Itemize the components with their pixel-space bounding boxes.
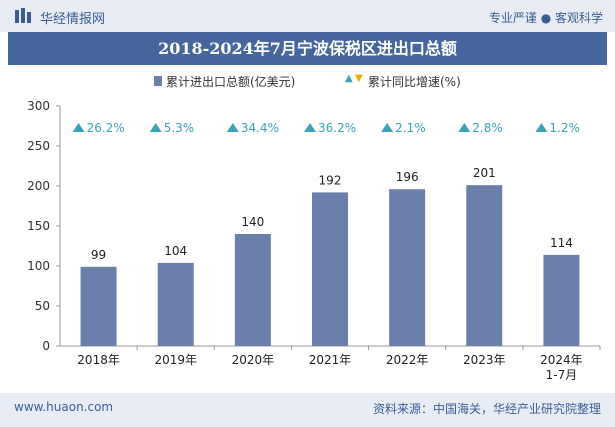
y-tick-label: 250 — [27, 139, 50, 153]
legend-bar-swatch — [154, 76, 162, 86]
growth-label: 2.1% — [395, 121, 426, 135]
x-tick-label: 1-7月 — [546, 368, 578, 382]
y-tick-label: 200 — [27, 179, 50, 193]
legend: 累计进出口总额(亿美元) ▲ ▼ 累计同比增速(%) — [0, 71, 615, 91]
bar-value-label: 140 — [241, 215, 264, 229]
y-tick-label: 0 — [42, 339, 50, 353]
growth-label: 2.8% — [472, 121, 503, 135]
bar-value-label: 114 — [550, 236, 573, 250]
bar-value-label: 196 — [396, 170, 419, 184]
x-tick-label: 2019年 — [154, 353, 197, 367]
x-tick-label: 2024年 — [540, 353, 583, 367]
bar-value-label: 201 — [473, 166, 496, 180]
footer-bar: www.huaon.com 资料来源：中国海关，华经产业研究院整理 — [0, 393, 615, 427]
growth-up-triangle-icon — [535, 123, 548, 132]
site-url: www.huaon.com — [14, 400, 114, 414]
chart-title: 2018-2024年7月宁波保税区进出口总额 — [158, 39, 457, 58]
y-tick-label: 100 — [27, 259, 50, 273]
legend-bar-label: 累计进出口总额(亿美元) — [166, 75, 296, 89]
bar — [157, 262, 194, 346]
bar — [80, 266, 117, 346]
x-tick-label: 2018年 — [77, 353, 120, 367]
growth-label: 34.4% — [241, 121, 279, 135]
growth-label: 5.3% — [164, 121, 195, 135]
bar — [543, 254, 580, 346]
bar-value-label: 99 — [91, 248, 106, 262]
x-tick-label: 2023年 — [463, 353, 506, 367]
growth-up-triangle-icon — [72, 123, 85, 132]
growth-up-triangle-icon — [304, 123, 316, 132]
growth-label: 26.2% — [87, 121, 125, 135]
bar-value-label: 192 — [319, 173, 342, 187]
top-banner: 华经情报网 专业严谨 ● 客观科学 — [0, 0, 615, 32]
growth-up-triangle-icon — [149, 123, 162, 132]
bar-chart: 0 50 100 150 200 250 300 99 2018年 26.2% 104 2019年 5.… — [27, 99, 601, 382]
title-bar: 2018-2024年7月宁波保税区进出口总额 — [8, 32, 607, 65]
y-tick-label: 300 — [27, 99, 50, 113]
huajing-logo-icon — [15, 8, 31, 23]
growth-label: 1.2% — [549, 121, 580, 135]
legend-up-triangle-icon: ▲ — [345, 73, 353, 84]
bar-value-label: 104 — [164, 244, 187, 258]
legend-growth-label: 累计同比增速(%) — [368, 75, 461, 89]
y-tick-label: 150 — [27, 219, 50, 233]
growth-label: 36.2% — [318, 121, 356, 135]
bar — [466, 185, 503, 346]
growth-up-triangle-icon — [381, 123, 394, 132]
brand-name: 华经情报网 — [40, 12, 106, 27]
x-tick-label: 2020年 — [232, 353, 275, 367]
x-tick-label: 2022年 — [386, 353, 429, 367]
slogan: 专业严谨 ● 客观科学 — [488, 11, 603, 25]
y-tick-label: 50 — [35, 299, 50, 313]
growth-up-triangle-icon — [458, 123, 471, 132]
growth-up-triangle-icon — [226, 123, 239, 132]
x-tick-label: 2021年 — [309, 353, 352, 367]
bar — [312, 192, 348, 346]
legend-down-triangle-icon: ▼ — [355, 73, 363, 84]
bar — [389, 189, 426, 346]
bar — [234, 234, 271, 346]
source-note: 资料来源：中国海关，华经产业研究院整理 — [372, 402, 601, 416]
